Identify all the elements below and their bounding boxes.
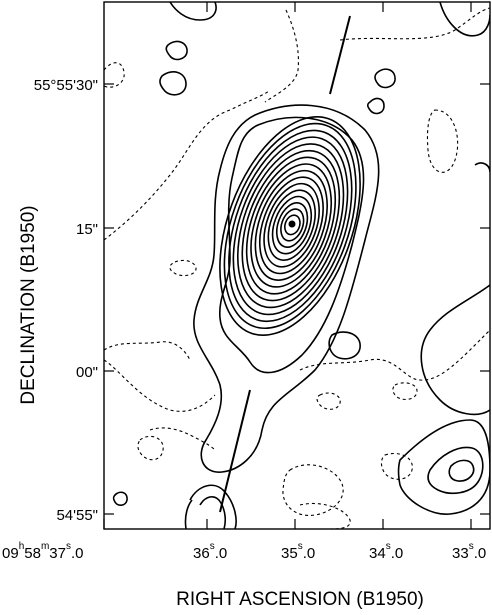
positive-contour: [219, 116, 365, 374]
positive-contour: [439, 2, 490, 37]
y-ticks: [104, 83, 490, 515]
negative-contour: [104, 341, 191, 361]
positive-contour: [474, 162, 490, 173]
x-axis-title: RIGHT ASCENSION (B1950): [176, 589, 424, 610]
positive-contour: [397, 419, 490, 515]
core-contour: [219, 115, 361, 337]
x-ticks: [103, 2, 472, 529]
x-tick-label: 09h58m37s.0: [2, 541, 83, 562]
x-tick-label: 33s.0: [452, 541, 486, 562]
positive-contour: [165, 40, 188, 61]
core-contour: [250, 163, 332, 288]
plot-frame: [103, 1, 491, 530]
positive-contour: [199, 496, 227, 529]
negative-contour: [392, 382, 418, 401]
y-tick-label: 54'55": [56, 507, 98, 524]
negative-contour: [339, 7, 490, 41]
peak-marker: [288, 220, 296, 228]
positive-contour: [366, 97, 385, 115]
y-tick-label: 15": [76, 221, 98, 238]
contour-layer: [104, 2, 490, 529]
positive-contour: [374, 68, 396, 89]
y-tick-label: 00": [76, 364, 98, 381]
negative-contour: [282, 464, 344, 516]
core-contour: [245, 156, 337, 295]
core-contour: [284, 214, 301, 236]
negative-contour: [169, 259, 197, 277]
negative-contour: [299, 329, 490, 381]
positive-contour: [159, 71, 187, 96]
core-contour: [280, 208, 305, 242]
positive-contour: [169, 2, 217, 21]
jet-line-south: [219, 389, 251, 513]
x-tick-label: 36s.0: [193, 541, 227, 562]
negative-contour: [149, 427, 216, 451]
x-tick-label: 35s.0: [281, 541, 315, 562]
negative-contour: [137, 435, 164, 461]
negative-contour: [299, 502, 351, 529]
core-contour: [267, 189, 316, 261]
positive-contour: [184, 499, 193, 529]
positive-contour: [328, 331, 361, 360]
core-contour: [223, 122, 357, 330]
core-contour: [258, 176, 324, 275]
x-tick-label: 34s.0: [369, 541, 403, 562]
negative-contour: [316, 392, 341, 410]
core-contour: [254, 169, 328, 281]
core-contours: [219, 115, 361, 337]
positive-contour: [420, 284, 490, 416]
core-contour: [228, 129, 353, 323]
y-axis-title: DECLINATION (B1950): [18, 205, 39, 404]
positive-contour: [112, 491, 128, 506]
negative-contour: [380, 452, 413, 480]
positive-contour: [448, 459, 475, 482]
core-contour: [263, 182, 320, 268]
positive-contour: [427, 446, 484, 495]
core-contour: [232, 136, 349, 316]
core-contour: [236, 143, 345, 309]
positive-contour: [193, 104, 380, 473]
core-contour: [275, 202, 309, 248]
positive-contour: [189, 484, 237, 529]
negative-contour: [104, 89, 271, 241]
core-contour: [271, 195, 313, 255]
core-contour: [241, 149, 341, 302]
negative-contour: [104, 359, 216, 412]
negative-contour: [104, 62, 125, 88]
jet-line-north: [329, 15, 351, 95]
y-tick-label: 55°55'30": [34, 77, 98, 94]
negative-contour: [426, 109, 459, 173]
negative-contour: [264, 9, 299, 103]
